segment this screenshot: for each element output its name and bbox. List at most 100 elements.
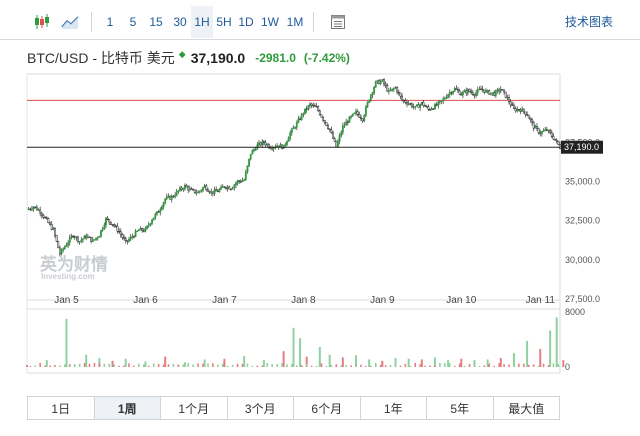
investing-watermark: 英为财情 Investing.com	[40, 254, 108, 281]
candle-body	[340, 132, 343, 136]
candle-body	[524, 111, 527, 115]
interval-1d[interactable]: 1D	[238, 15, 254, 29]
price-chart[interactable]: 英为财情 Investing.com 37,500.035,000.032,50…	[0, 0, 640, 392]
candle-body	[86, 236, 89, 239]
candle-body	[172, 196, 175, 198]
volume-bar	[207, 363, 209, 367]
candle-body	[537, 128, 540, 134]
price-axis: 37,500.035,000.032,500.030,000.027,500.0	[565, 137, 600, 304]
interval-1[interactable]: 1	[106, 15, 114, 29]
price-tick-label: 35,000.0	[565, 177, 600, 187]
candle-body	[312, 105, 315, 107]
candle-body	[266, 144, 269, 146]
candle-body	[368, 99, 371, 103]
table-icon[interactable]	[325, 6, 351, 38]
volume-bar	[512, 353, 515, 367]
volume-bar	[44, 365, 46, 367]
candle-body	[386, 85, 389, 92]
interval-5h[interactable]: 5H	[216, 15, 232, 29]
volume-bar	[123, 365, 125, 367]
technical-chart-link[interactable]: 技术图表	[564, 15, 613, 29]
volume-bar	[88, 363, 91, 367]
candle-body	[139, 227, 142, 231]
candle-body	[335, 140, 338, 148]
candle-body	[289, 132, 292, 139]
candle-body	[208, 191, 211, 193]
candle-body	[531, 119, 533, 123]
volume-bar	[328, 354, 331, 367]
candle-body	[542, 130, 545, 132]
candle-body	[182, 188, 185, 190]
volume-bar	[128, 363, 130, 367]
range-button[interactable]: 1周	[94, 397, 161, 419]
volume-bar	[532, 364, 535, 367]
candle-body	[333, 138, 336, 142]
candle-body	[180, 187, 183, 190]
candle-body	[360, 117, 362, 120]
candle-body	[218, 188, 221, 192]
candle-body	[332, 132, 334, 139]
candle-body	[228, 186, 231, 190]
volume-bar	[202, 363, 204, 367]
volume-bar	[379, 364, 382, 367]
candle-body	[434, 104, 436, 110]
volume-bar	[468, 363, 471, 367]
date-axis: Jan 5 Jan 6 Jan 7 Jan 8 Jan 9 Jan 10 Jan 11	[54, 295, 555, 306]
candle-body	[481, 88, 484, 91]
candle-body	[529, 117, 532, 120]
candle-body	[108, 219, 111, 223]
interval-15[interactable]: 15	[149, 15, 163, 29]
volume-bar	[409, 365, 412, 367]
candle-body	[443, 98, 446, 100]
volume-bar	[49, 365, 51, 367]
range-button[interactable]: 1年	[361, 397, 427, 419]
candle-body	[327, 125, 329, 129]
volume-bar	[133, 365, 135, 367]
interval-30[interactable]: 30	[173, 15, 187, 29]
candle-body	[422, 101, 425, 106]
volume-bar	[217, 364, 219, 367]
candle-body	[519, 109, 522, 112]
volume-bar	[286, 364, 288, 367]
volume-bar	[236, 363, 239, 367]
candle-body	[78, 241, 81, 243]
volume-bar	[243, 356, 246, 367]
interval-1m[interactable]: 1M	[286, 15, 304, 29]
candle-body	[407, 103, 410, 105]
candle-body	[82, 238, 84, 241]
volume-bar	[360, 364, 362, 367]
candle-body	[430, 108, 433, 111]
range-button[interactable]: 3个月	[228, 397, 294, 419]
candle-body	[369, 94, 372, 101]
volume-bar	[555, 317, 558, 367]
range-button[interactable]: 1日	[28, 397, 95, 419]
candle-body	[200, 189, 203, 192]
candlestick-icon[interactable]	[29, 6, 55, 38]
line-chart-icon[interactable]	[57, 6, 83, 38]
range-button[interactable]: 5年	[427, 397, 494, 419]
candle-body	[453, 88, 456, 92]
candle-body	[475, 92, 478, 97]
candle-body	[128, 239, 130, 242]
candle-body	[383, 79, 385, 85]
volume-bar	[325, 365, 328, 367]
interval-1w[interactable]: 1W	[261, 15, 279, 29]
volume-bar	[177, 364, 180, 367]
candle-body	[379, 81, 382, 85]
interval-5[interactable]: 5	[129, 15, 137, 29]
candle-body	[157, 211, 160, 213]
candle-body	[406, 102, 408, 105]
candle-body	[34, 206, 37, 208]
range-button[interactable]: 最大值	[508, 401, 545, 416]
volume-bar	[197, 363, 199, 367]
range-button[interactable]: 6个月	[294, 397, 361, 419]
interval-1h[interactable]: 1H	[191, 6, 213, 38]
date-tick-label: Jan 8	[291, 295, 316, 306]
candle-body	[414, 105, 417, 108]
date-tick-label: Jan 11	[526, 295, 556, 306]
candle-body	[345, 121, 348, 126]
candle-body	[262, 141, 265, 143]
range-button[interactable]: 1个月	[161, 397, 228, 419]
candle-body	[281, 144, 283, 149]
candle-body	[305, 108, 308, 110]
